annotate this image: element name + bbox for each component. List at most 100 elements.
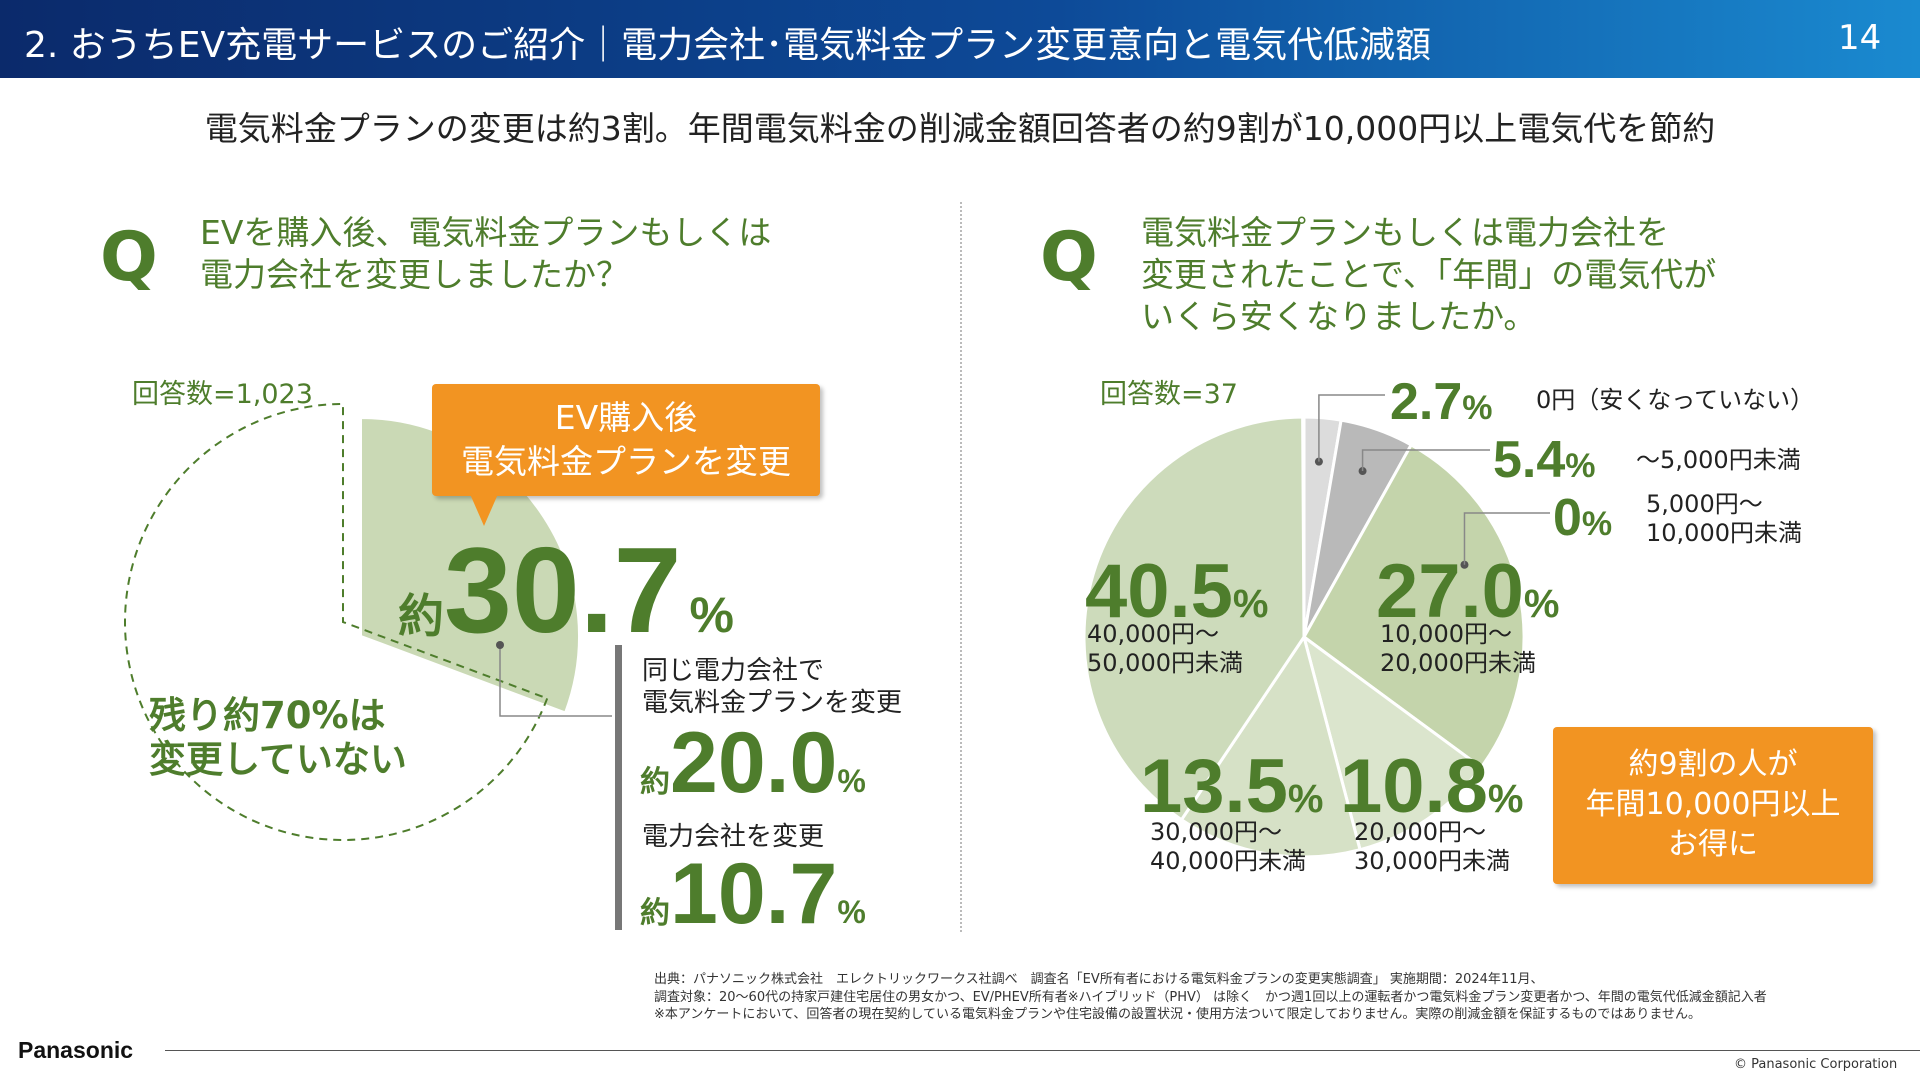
slice-label-5: 13.5% [1140,743,1324,830]
label-line: 残り約70%は [149,694,386,737]
unit: % [837,763,866,799]
remainder-label: 残り約70%は 変更していない [149,694,407,782]
left-callout: EV購入後 電気料金プランを変更 [432,384,820,496]
slide-title: 2. おうちEV充電サービスのご紹介｜電力会社･電気料金プラン変更意向と電気代低… [24,25,1432,66]
breakdown-value-1: 約20.0% [640,714,866,813]
right-callout: 約9割の人が 年間10,000円以上 お得に [1553,727,1873,884]
value: 13.5 [1140,744,1288,829]
line: 50,000円未満 [1087,649,1243,677]
slice-desc-4: 20,000円～ 30,000円未満 [1354,818,1510,876]
line: 5,000円～ [1646,490,1763,518]
breakdown-value-2: 約10.7% [640,845,866,944]
slice-label-3: 27.0% [1376,548,1560,635]
slice-desc-1: ～5,000円未満 [1636,446,1801,474]
callout-line: 約9割の人が [1628,747,1798,782]
right-respondents: 回答数=37 [1100,379,1238,410]
right-question: 電気料金プランもしくは電力会社を 変更されたことで、「年間」の電気代が いくら安… [1141,212,1716,338]
column-divider [960,202,962,932]
line: 40,000円～ [1087,620,1219,648]
value: 10.8 [1340,744,1488,829]
leader-line [1361,449,1490,472]
value: 20.0 [670,715,838,811]
left-respondents: 回答数=1,023 [132,379,313,410]
pie-slice-unchanged [124,402,549,841]
unit: % [1523,582,1560,626]
leader-line [1463,512,1550,565]
leader-line [1318,394,1385,462]
line: 30,000円～ [1150,818,1282,846]
slice-desc-6: 40,000円～ 50,000円未満 [1087,620,1243,678]
prefix: 約 [398,590,444,642]
slice-label-0: 2.7% [1390,372,1493,432]
value: 40.5 [1085,549,1233,634]
right-pie-chart [1082,394,1550,859]
pie-slice-5 [1179,633,1362,859]
pie-slice-6 [1082,415,1306,822]
value: 10.7 [670,846,838,942]
panasonic-logo: Panasonic [18,1037,134,1063]
question-line: 電力会社を変更しましたか？ [200,255,629,294]
line: 30,000円未満 [1354,847,1510,875]
question-line: 電気料金プランもしくは電力会社を [1141,213,1669,252]
line: 40,000円未満 [1150,847,1306,875]
label-line: 同じ電力会社で [642,656,825,686]
right-q-mark: Q [1040,218,1098,297]
breakdown-bar [615,645,622,930]
page-number: 14 [1838,18,1882,58]
unit: % [1487,777,1524,821]
footnote-line: ※本アンケートにおいて、回答者の現在契約している電気料金プランや住宅設備の設置状… [654,1007,1701,1022]
slice-desc-2: 5,000円～ 10,000円未満 [1646,490,1802,548]
breakdown-label-1: 同じ電力会社で 電気料金プランを変更 [642,655,902,719]
left-main-value: 約30.7% [398,520,734,660]
value: 2.7 [1390,373,1463,431]
callout-pointer [470,494,498,526]
question-line: EVを購入後、電気料金プランもしくは [200,213,772,252]
copyright: © Panasonic Corporation [1734,1057,1898,1072]
callout-line: EV購入後 [554,398,698,437]
left-pie-chart [124,402,612,841]
callout-line: 年間10,000円以上 [1585,787,1841,822]
slice-label-2: 0% [1553,488,1612,548]
connector-dot [496,641,504,649]
value: 30.7 [444,522,682,658]
unit: % [689,587,734,643]
slice-desc-0: 0円（安くなっていない） [1536,386,1815,414]
value: 5.4 [1493,431,1566,489]
question-line: いくら安くなりましたか。 [1141,297,1537,336]
header-bar: 2. おうちEV充電サービスのご紹介｜電力会社･電気料金プラン変更意向と電気代低… [0,0,1920,78]
value: 27.0 [1376,549,1524,634]
slice-label-1: 5.4% [1493,430,1596,490]
unit: % [1232,582,1269,626]
pie-slice-changed [360,416,580,714]
callout-line: お得に [1668,827,1758,862]
line: 20,000円～ [1354,818,1486,846]
slice-label-6: 40.5% [1085,548,1269,635]
line: 10,000円未満 [1646,519,1802,547]
pie-slice-4 [1301,633,1484,852]
line: 10,000円～ [1380,620,1512,648]
footer-rule [165,1050,1920,1051]
slice-label-4: 10.8% [1340,743,1524,830]
left-q-mark: Q [100,218,158,297]
footnote-line: 出典：パナソニック株式会社 エレクトリックワークス社調べ 調査名「EV所有者にお… [654,972,1544,987]
pie-slice-3 [1302,442,1526,770]
callout-line: 電気料金プランを変更 [461,442,791,481]
question-line: 変更されたことで、「年間」の電気代が [1141,255,1717,294]
unit: % [1581,505,1613,543]
unit: % [1462,389,1493,427]
prefix: 約 [640,766,670,799]
unit: % [1565,447,1596,485]
unit: % [837,894,866,930]
label-line: 電気料金プランを変更 [642,688,903,718]
line: 20,000円未満 [1380,649,1536,677]
unit: % [1287,777,1324,821]
slice-desc-5: 30,000円～ 40,000円未満 [1150,818,1306,876]
value: 0 [1553,489,1582,547]
left-question: EVを購入後、電気料金プランもしくは 電力会社を変更しましたか？ [200,212,771,296]
prefix: 約 [640,897,670,930]
breakdown-label-2: 電力会社を変更 [642,822,825,852]
slide-subtitle: 電気料金プランの変更は約3割。年間電気料金の削減金額回答者の約9割が10,000… [204,109,1716,148]
connector-line [499,645,612,717]
label-line: 変更していない [149,738,407,781]
slice-desc-3: 10,000円～ 20,000円未満 [1380,620,1536,678]
